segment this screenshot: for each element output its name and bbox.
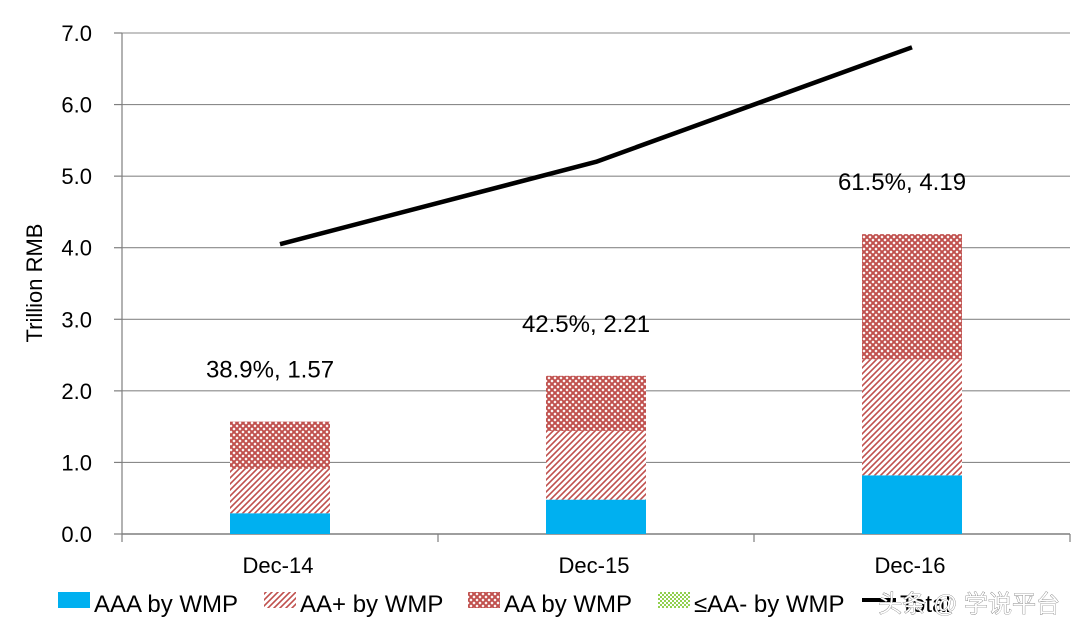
legend-swatch [58, 592, 90, 608]
y-tick-label: 3.0 [61, 307, 92, 332]
y-tick-label: 2.0 [61, 379, 92, 404]
legend-swatch [264, 592, 296, 608]
legend-swatch [468, 592, 500, 608]
legend-label: AA+ by WMP [300, 591, 443, 618]
bar-segment-aa-by-wmp-dec-16 [862, 234, 962, 360]
bar-segment-aaa-by-wmp-dec-14 [230, 513, 330, 534]
bar-segment-aaa-by-wmp-dec-15 [546, 499, 646, 534]
legend-label: ≤AA- by WMP [694, 591, 845, 618]
y-tick-label: 7.0 [61, 21, 92, 46]
data-labels: 38.9%, 1.57 42.5%, 2.21 61.5%, 4.19 [206, 169, 966, 384]
y-tick-label: 1.0 [61, 450, 92, 475]
data-label: 42.5%, 2.21 [522, 311, 650, 338]
y-tick-label: 4.0 [61, 236, 92, 261]
x-category-labels: Dec-14 Dec-15 Dec-16 [243, 553, 946, 578]
total-line-series [279, 45, 913, 247]
x-category-label: Dec-15 [559, 553, 630, 578]
bar-segment-aa-by-wmp-dec-15 [546, 430, 646, 500]
y-tick-label: 6.0 [61, 93, 92, 118]
bar-segment-aa-by-wmp-dec-15 [546, 375, 646, 431]
x-category-label: Dec-16 [875, 553, 946, 578]
legend-swatch [658, 592, 690, 608]
bar-segment-aa-by-wmp-dec-14 [230, 468, 330, 514]
y-tick-label: 5.0 [61, 164, 92, 189]
bar-segment-aa-by-wmp-dec-16 [862, 359, 962, 476]
data-label: 38.9%, 1.57 [206, 357, 334, 384]
y-tick-labels: 0.0 1.0 2.0 3.0 4.0 5.0 6.0 7.0 [61, 21, 92, 547]
legend-label: AA by WMP [504, 591, 632, 618]
data-label: 61.5%, 4.19 [838, 169, 966, 196]
bars [230, 234, 962, 534]
watermark-text: 头条 @ 学说平台 [878, 591, 1060, 618]
bar-segment-aa-by-wmp-dec-14 [230, 421, 330, 469]
y-tick-label: 0.0 [61, 522, 92, 547]
bar-segment-aaa-by-wmp-dec-16 [862, 475, 962, 534]
total-line [279, 45, 913, 247]
y-axis-title: Trillion RMB [22, 224, 47, 343]
legend-label: AAA by WMP [94, 591, 238, 618]
x-category-label: Dec-14 [243, 553, 314, 578]
legend-label-total: Total [900, 591, 951, 618]
legend: AAA by WMP AA+ by WMP AA by WMP ≤AA- by WMP… [58, 591, 951, 618]
